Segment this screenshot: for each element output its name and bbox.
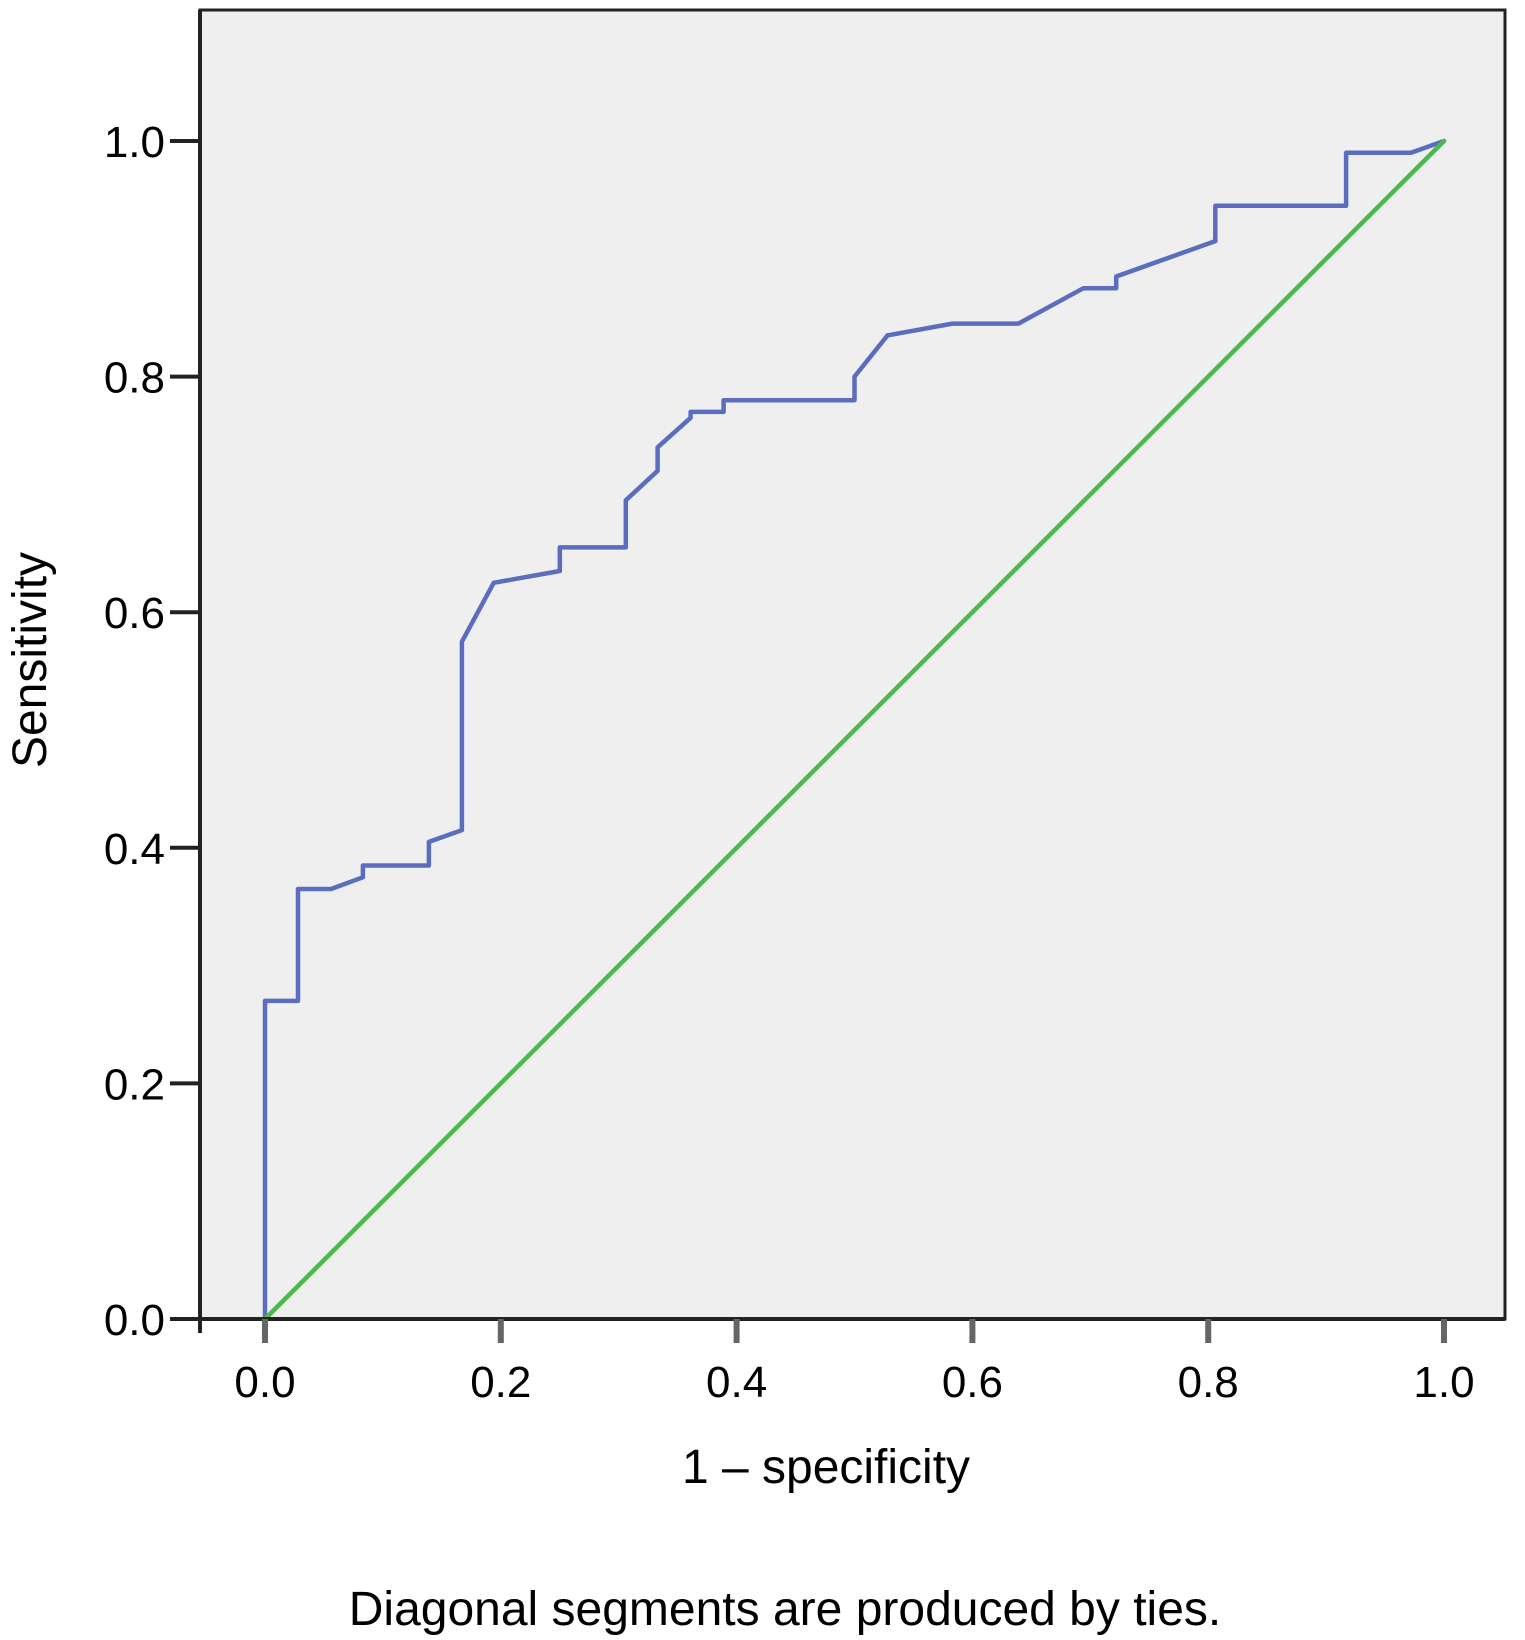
ticks-layer: 0.0 0.2 0.4 0.6 0.8 1.0 0.0 0.2 0.4 0.6 0.8 1.0: [104, 118, 1475, 1407]
axes-layer: [170, 10, 1505, 1333]
series-layer: [262, 138, 1447, 1322]
x-tick-label: 0.4: [706, 1358, 767, 1407]
reference-diagonal-line: [262, 138, 1447, 1322]
y-tick-label: 0.4: [104, 825, 165, 874]
y-tick-label: 0.6: [104, 589, 165, 638]
x-tick-label: 0.8: [1178, 1358, 1239, 1407]
x-tick-label: 0.6: [942, 1358, 1003, 1407]
y-tick-label: 0.8: [104, 354, 165, 403]
y-tick-label: 0.2: [104, 1060, 165, 1109]
x-tick-label: 0.2: [470, 1358, 531, 1407]
y-tick-label: 1.0: [104, 118, 165, 167]
y-tick-label: 0.0: [104, 1296, 165, 1345]
y-axis-title: Sensitivity: [4, 552, 57, 768]
roc-curve-line: [262, 138, 1447, 1322]
x-axis-title: 1 – specificity: [682, 1441, 970, 1494]
x-tick-label: 0.0: [234, 1358, 295, 1407]
plot-background: [198, 8, 1507, 1321]
chart-footnote: Diagonal segments are produced by ties.: [349, 1583, 1222, 1636]
x-tick-label: 1.0: [1413, 1358, 1474, 1407]
